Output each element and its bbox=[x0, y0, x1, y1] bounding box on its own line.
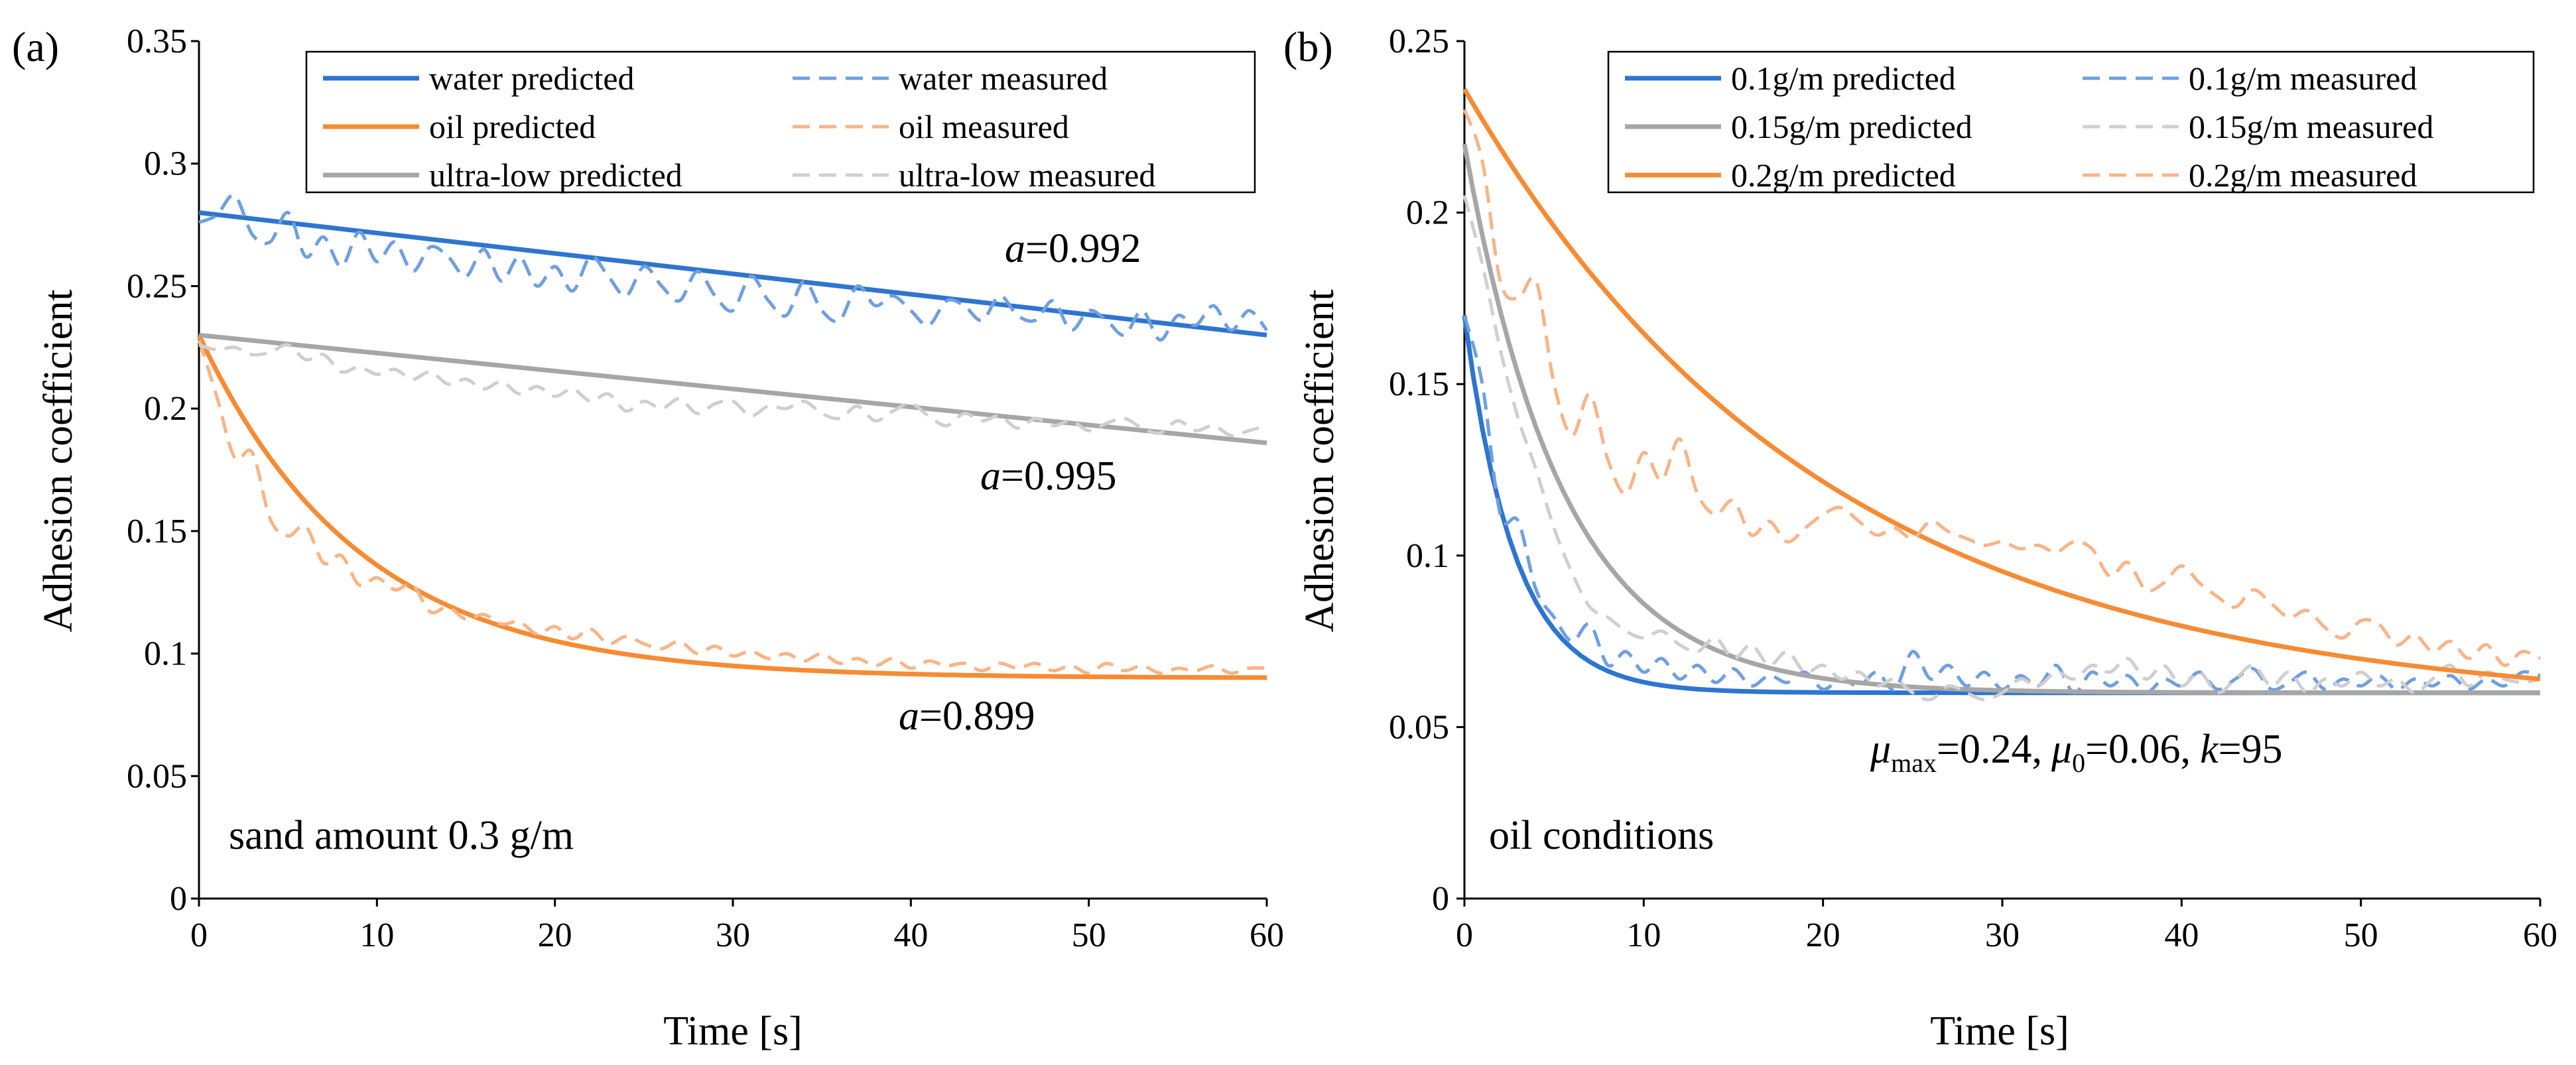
series-oil-measured bbox=[197, 339, 1267, 675]
y-tick-label: 0.05 bbox=[1389, 708, 1449, 746]
x-tick-label: 50 bbox=[1072, 916, 1106, 954]
series-0-15g-m-measured bbox=[1462, 195, 2541, 702]
panel-b-params: μmax=0.24, μ0=0.06, k=95 bbox=[1870, 727, 2283, 778]
legend-box bbox=[305, 50, 1256, 194]
panel-b-ylabel: Adhesion coefficient bbox=[1297, 289, 1342, 632]
series-0-15g-m-predicted bbox=[1462, 143, 2540, 696]
x-tick-label: 20 bbox=[1806, 916, 1840, 954]
series-0-1g-m-measured bbox=[1462, 315, 2541, 695]
series-oil-predicted bbox=[196, 334, 1267, 680]
legend-label: oil measured bbox=[899, 108, 1069, 145]
y-tick-label: 0 bbox=[1432, 880, 1449, 918]
series-ultra-low-predicted bbox=[198, 332, 1267, 446]
legend-label: oil predicted bbox=[429, 108, 596, 145]
panel-b-xlabel: Time [s] bbox=[1930, 1009, 2069, 1054]
legend: 0.1g/m predicted 0.1g/m measured 0.15g/m p… bbox=[1607, 50, 2535, 194]
panel-b-note: oil conditions bbox=[1489, 813, 1714, 858]
legend-label: ultra-low measured bbox=[899, 157, 1155, 194]
annotation-a-ultralow: a=0.995 bbox=[980, 454, 1116, 499]
x-tick-label: 0 bbox=[190, 916, 208, 954]
x-tick-label: 20 bbox=[538, 916, 572, 954]
x-tick-label: 10 bbox=[359, 916, 394, 954]
y-tick-label: 0.1 bbox=[1406, 537, 1449, 575]
panel-a-note: sand amount 0.3 g/m bbox=[229, 813, 574, 858]
y-tick-label: 0.2 bbox=[1406, 194, 1449, 232]
y-tick-label: 0.25 bbox=[127, 267, 187, 305]
series-0-2g-m-predicted bbox=[1462, 88, 2541, 682]
legend-label: water predicted bbox=[429, 60, 635, 97]
y-tick-label: 0.15 bbox=[127, 513, 187, 550]
legend: water predicted water measured oil predict… bbox=[305, 50, 1256, 194]
y-tick-label: 0 bbox=[170, 880, 187, 918]
x-tick-label: 40 bbox=[893, 916, 928, 954]
series-ultra-low-measured bbox=[198, 343, 1267, 438]
y-tick-label: 0.2 bbox=[144, 390, 187, 428]
x-tick-label: 0 bbox=[1456, 916, 1473, 954]
series-water-predicted bbox=[198, 210, 1267, 338]
legend-box bbox=[1607, 50, 2535, 194]
y-tick-label: 0.05 bbox=[127, 757, 187, 795]
y-tick-label: 0.15 bbox=[1389, 365, 1449, 403]
legend-label: 0.1g/m predicted bbox=[1731, 60, 1956, 97]
panel-a-xlabel: Time [s] bbox=[663, 1009, 803, 1054]
x-tick-label: 10 bbox=[1626, 916, 1661, 954]
legend-label: 0.1g/m measured bbox=[2189, 60, 2417, 97]
legend-label: 0.15g/m measured bbox=[2189, 108, 2433, 145]
x-tick-label: 50 bbox=[2344, 916, 2378, 954]
series-water-measured bbox=[198, 193, 1268, 342]
annotation-a-water: a=0.992 bbox=[1005, 226, 1141, 271]
annotation-a-oil: a=0.899 bbox=[899, 694, 1035, 739]
x-tick-label: 60 bbox=[1250, 916, 1284, 954]
legend-label: ultra-low predicted bbox=[429, 157, 682, 194]
legend-label: water measured bbox=[899, 60, 1108, 97]
x-tick-label: 60 bbox=[2523, 916, 2557, 954]
panel-a: (a) Adhesion coefficient Time [s] sand a… bbox=[12, 23, 1284, 1054]
series-0-1g-m-predicted bbox=[1462, 315, 2540, 696]
x-tick-label: 40 bbox=[2164, 916, 2199, 954]
panel-a-ylabel: Adhesion coefficient bbox=[36, 289, 81, 632]
legend-label: 0.2g/m measured bbox=[2189, 157, 2417, 194]
y-tick-label: 0.35 bbox=[127, 23, 187, 60]
y-tick-label: 0.25 bbox=[1389, 23, 1449, 60]
y-tick-label: 0.3 bbox=[144, 145, 187, 183]
x-tick-label: 30 bbox=[716, 916, 750, 954]
y-tick-label: 0.1 bbox=[144, 635, 187, 673]
panel-b: (b) Adhesion coefficient Time [s] oil co… bbox=[1283, 23, 2557, 1054]
panel-b-label: (b) bbox=[1283, 23, 1333, 70]
legend-label: 0.2g/m predicted bbox=[1731, 157, 1956, 194]
legend-label: 0.15g/m predicted bbox=[1731, 108, 1972, 145]
panel-a-label: (a) bbox=[12, 23, 59, 70]
x-tick-label: 30 bbox=[1985, 916, 2020, 954]
